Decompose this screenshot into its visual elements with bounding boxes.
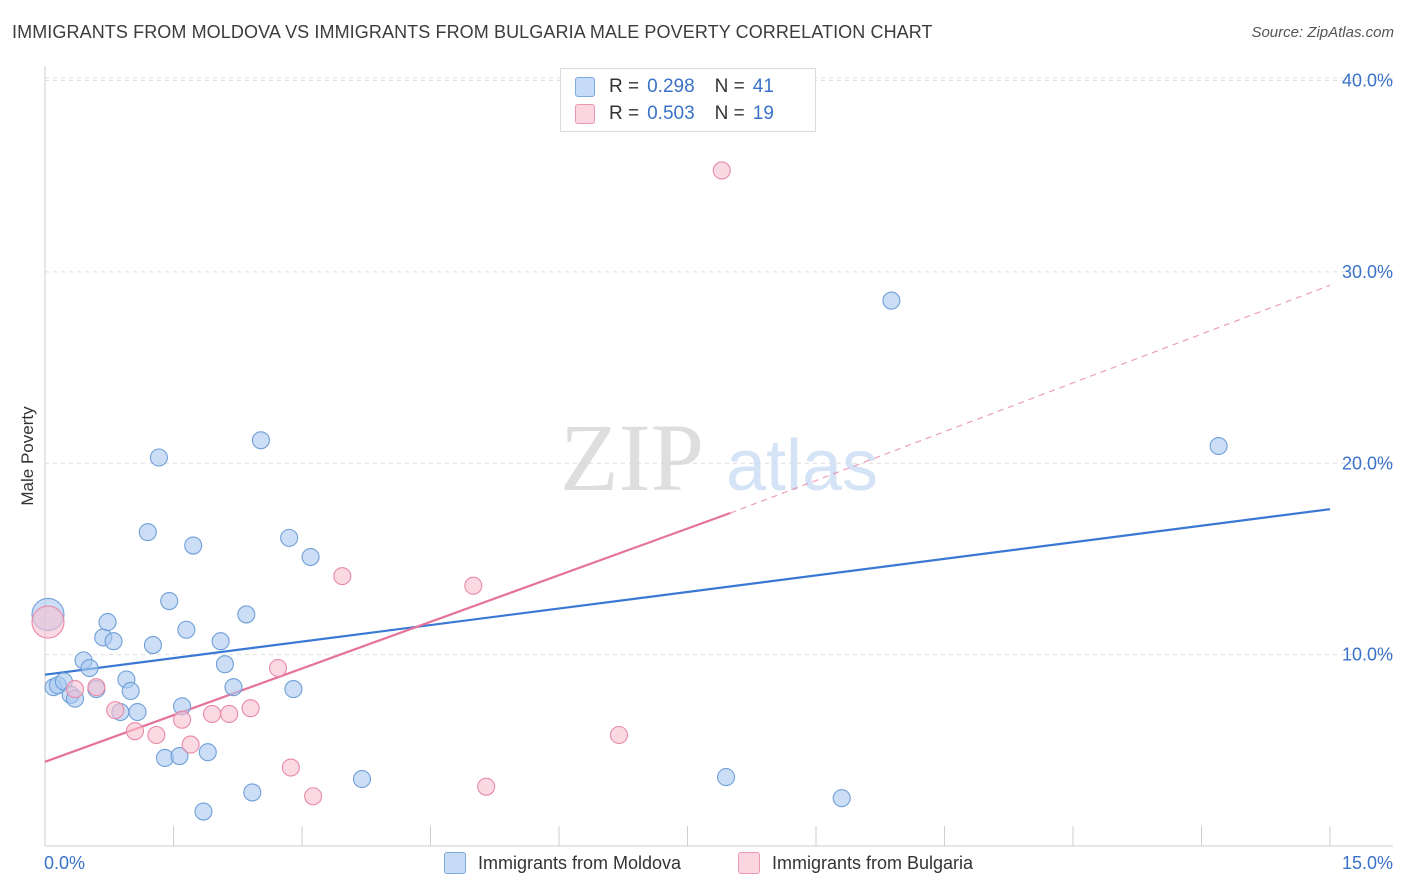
moldova-point: [352, 769, 372, 789]
bulgaria-point: [333, 567, 352, 586]
moldova-point: [215, 655, 234, 674]
moldova-point: [80, 658, 99, 678]
watermark-zip: ZIP: [560, 404, 704, 511]
bulgaria-point: [304, 787, 323, 806]
legend-label-bulgaria: Immigrants from Bulgaria: [772, 852, 974, 873]
moldova-point: [224, 678, 243, 697]
trend-line-bulgaria: [44, 511, 731, 763]
moldova-point: [243, 783, 262, 802]
bulgaria-point: [65, 680, 85, 699]
y-tick-label: 10.0%: [1342, 645, 1393, 665]
watermark-atlas: atlas: [726, 426, 878, 506]
legend-r-label: R =: [609, 76, 640, 97]
bulgaria-point: [220, 704, 239, 724]
moldova-point: [170, 747, 189, 766]
moldova-point: [251, 431, 270, 450]
trend-lines: [44, 284, 1331, 763]
watermark: ZIP atlas: [560, 404, 878, 511]
legend-r-value: 0.298: [647, 76, 695, 97]
bulgaria-point: [125, 722, 144, 741]
axes: [44, 66, 1393, 847]
moldova-point: [184, 536, 203, 555]
bulgaria-point: [147, 725, 166, 745]
bulgaria-point: [268, 658, 288, 678]
moldova-point: [716, 768, 736, 787]
bulgaria-point: [203, 704, 222, 724]
moldova-point: [284, 680, 303, 699]
moldova-point: [149, 448, 168, 467]
data-points: [31, 161, 1228, 821]
legend-n-value: 41: [752, 76, 774, 97]
legend-n-value: 19: [752, 103, 774, 124]
moldova-point: [121, 681, 140, 701]
bulgaria-point: [281, 758, 300, 777]
moldova-point: [882, 291, 901, 310]
trend-line-bulgaria-extension: [730, 284, 1331, 514]
source-label: Source: ZipAtlas.com: [1251, 24, 1394, 41]
moldova-point: [104, 632, 123, 651]
bulgaria-point: [87, 678, 106, 697]
moldova-point: [128, 702, 147, 722]
chart-title: IMMIGRANTS FROM MOLDOVA VS IMMIGRANTS FR…: [12, 22, 933, 42]
legend-label-moldova: Immigrants from Moldova: [478, 852, 682, 873]
moldova-point: [1209, 436, 1228, 456]
moldova-point: [160, 591, 179, 611]
legend-item-bulgaria[interactable]: Immigrants from Bulgaria: [738, 852, 973, 874]
moldova-point: [194, 802, 213, 821]
moldova-point: [98, 613, 117, 632]
legend-item-moldova[interactable]: Immigrants from Moldova: [444, 852, 681, 874]
y-tick-label: 40.0%: [1342, 71, 1393, 91]
legend-swatch-bulgaria: [738, 852, 760, 874]
legend-swatch-bulgaria: [575, 104, 595, 124]
bulgaria-point: [609, 725, 629, 745]
legend-swatch-moldova: [575, 77, 595, 97]
legend-n-label: N =: [714, 103, 745, 124]
y-tick-label: 30.0%: [1342, 262, 1393, 282]
moldova-point: [301, 547, 320, 567]
trend-line-moldova: [44, 508, 1331, 676]
bulgaria-point: [477, 777, 496, 796]
moldova-point: [280, 528, 299, 547]
moldova-point: [177, 620, 196, 639]
bulgaria-point: [173, 710, 192, 729]
moldova-point: [832, 789, 851, 808]
bulgaria-point: [31, 605, 65, 639]
legend-r-label: R =: [609, 103, 640, 124]
legend-row-moldova: R = 0.298 N = 41: [575, 75, 794, 99]
y-tick-label: 20.0%: [1342, 453, 1393, 473]
x-tick-label-max: 15.0%: [1342, 853, 1393, 873]
legend-r-value: 0.503: [647, 103, 695, 124]
tick-labels: 10.0% 20.0% 30.0% 40.0% 0.0% 15.0%: [44, 71, 1393, 874]
moldova-point: [138, 523, 157, 542]
bulgaria-point: [181, 735, 200, 754]
bulgaria-point: [241, 699, 260, 718]
moldova-point: [211, 632, 230, 651]
legend-n-label: N =: [714, 76, 745, 97]
y-axis-label: Male Poverty: [18, 406, 37, 506]
moldova-point: [237, 605, 256, 624]
series-legend: Immigrants from Moldova Immigrants from …: [0, 852, 1406, 878]
moldova-point: [143, 636, 162, 655]
legend-swatch-moldova: [444, 852, 466, 874]
stats-legend: R = 0.298 N = 41 R = 0.503 N = 19: [560, 68, 816, 132]
bulgaria-point: [464, 576, 483, 595]
legend-row-bulgaria: R = 0.503 N = 19: [575, 102, 794, 126]
x-tick-label-min: 0.0%: [44, 853, 85, 873]
bulgaria-point: [712, 161, 731, 180]
bulgaria-point: [106, 701, 125, 720]
moldova-point: [198, 743, 217, 762]
